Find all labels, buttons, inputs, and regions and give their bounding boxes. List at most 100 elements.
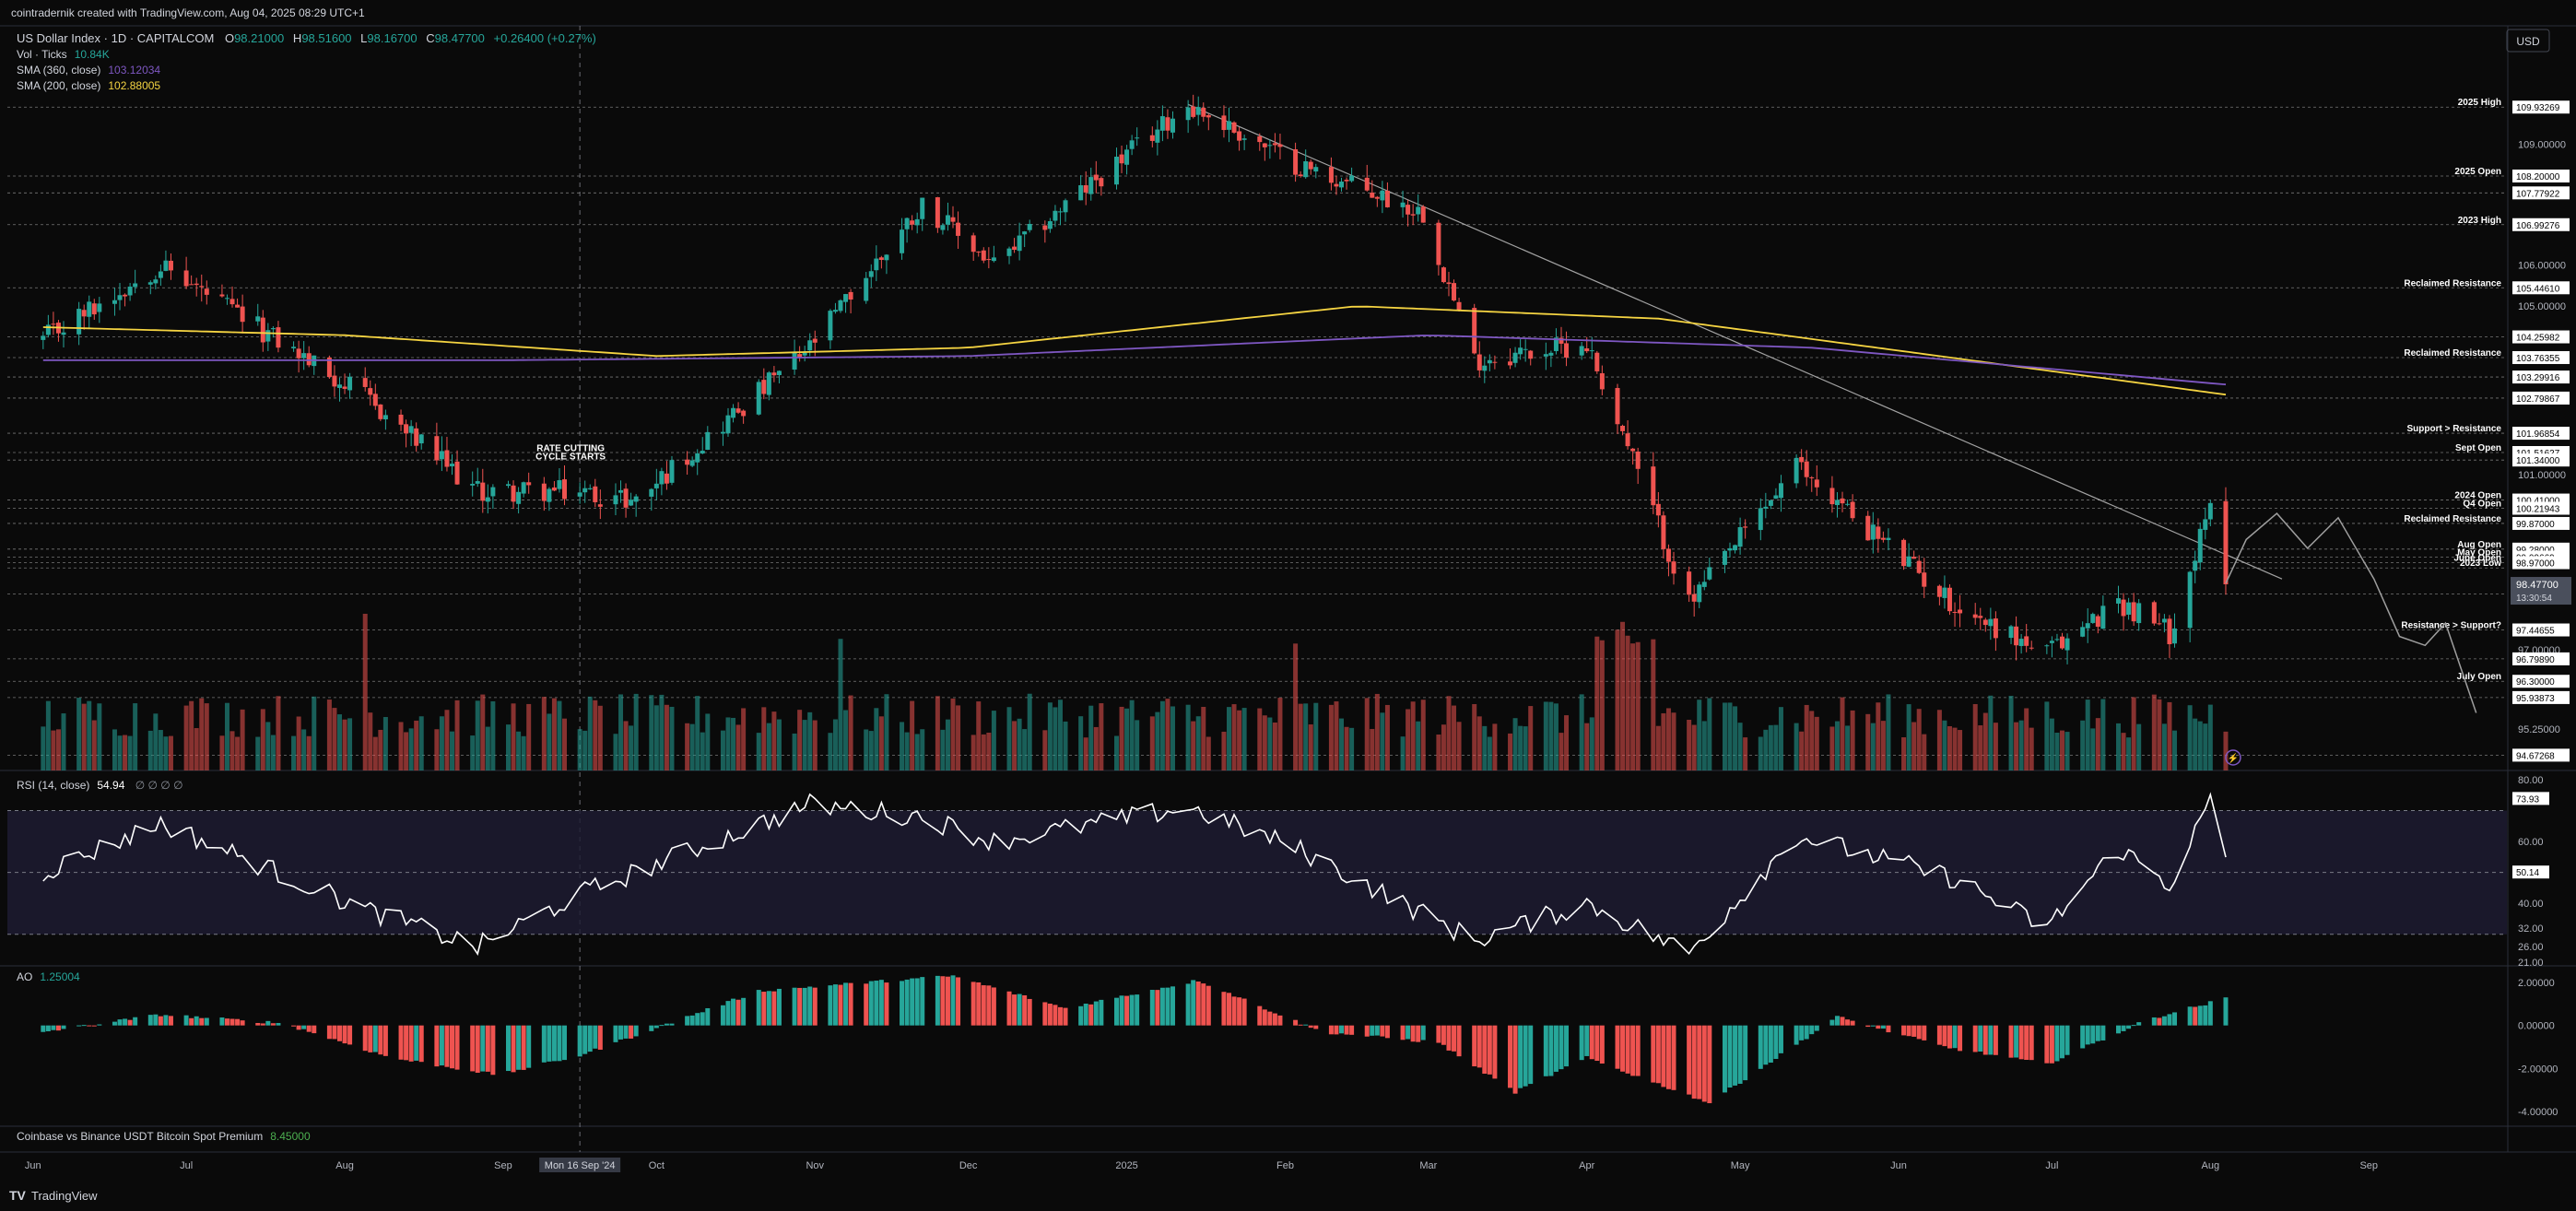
candle-body[interactable] [1758,508,1763,531]
candle-body[interactable] [593,486,598,502]
candle-body[interactable] [1528,350,1534,359]
candle-body[interactable] [956,222,961,236]
candle-body[interactable] [2008,626,2014,639]
candle-body[interactable] [51,323,56,325]
candle-body[interactable] [1615,388,1620,425]
candle-body[interactable] [398,414,404,425]
candle-body[interactable] [301,353,307,359]
candle-body[interactable] [771,372,777,376]
candle-body[interactable] [700,451,705,454]
candle-body[interactable] [1078,184,1084,201]
price-level-tag[interactable]: 94.67268 [2512,748,2570,762]
candle-body[interactable] [1155,129,1160,143]
candle-body[interactable] [1584,348,1590,352]
candle-body[interactable] [61,332,66,335]
candle-body[interactable] [2172,628,2178,644]
candle-body[interactable] [158,271,163,278]
candle-body[interactable] [1671,561,1676,574]
rsi-value-tag[interactable]: 50.14 [2512,865,2549,879]
candle-body[interactable] [792,352,797,370]
candle-body[interactable] [1165,117,1170,131]
candle-body[interactable] [1733,545,1738,551]
price-level-tag[interactable]: 105.44610 [2512,281,2570,295]
candle-body[interactable] [1487,359,1492,364]
candle-body[interactable] [2029,647,2034,649]
candle-body[interactable] [577,492,582,497]
candle-body[interactable] [976,251,982,253]
candle-body[interactable] [1257,135,1263,143]
candle-body[interactable] [1947,587,1952,612]
candle-body[interactable] [582,488,588,493]
candle-body[interactable] [1737,526,1743,547]
rsi-value-tag[interactable]: 73.93 [2512,792,2549,805]
candle-body[interactable] [1006,248,1012,256]
candle-body[interactable] [1972,614,1978,618]
candle-body[interactable] [1594,352,1600,371]
candle-body[interactable] [629,500,634,506]
candle-body[interactable] [1809,476,1815,478]
candle-body[interactable] [336,384,342,388]
candle-body[interactable] [1778,483,1783,499]
candle-body[interactable] [1982,619,1988,626]
candle-body[interactable] [935,197,940,229]
candle-body[interactable] [1349,175,1355,182]
candle-body[interactable] [659,471,665,485]
candle-body[interactable] [2116,598,2121,604]
price-axis[interactable]: 109.00000106.00000105.00000101.0000097.0… [2511,100,2571,1118]
candle-body[interactable] [633,496,639,502]
candle-body[interactable] [1655,503,1661,516]
candle-body[interactable] [551,487,557,491]
candle-body[interactable] [1850,501,1855,519]
candle-body[interactable] [1129,140,1135,149]
candle-body[interactable] [1512,352,1518,363]
candle-body[interactable] [1313,167,1319,172]
candle-body[interactable] [1508,361,1513,366]
candle-body[interactable] [526,482,532,486]
candle-body[interactable] [470,483,476,486]
candle-body[interactable] [1773,495,1779,500]
candle-body[interactable] [1436,222,1441,265]
candle-body[interactable] [219,294,225,297]
candle-body[interactable] [485,497,490,502]
candle-body[interactable] [183,270,189,287]
candle-body[interactable] [731,407,736,418]
candle-body[interactable] [1958,609,1963,614]
candle-body[interactable] [864,277,869,301]
candle-body[interactable] [1420,206,1426,223]
candle-body[interactable] [1845,503,1851,505]
candle-body[interactable] [480,482,486,501]
time-axis[interactable]: Jun Jul Aug Sep Oct Nov Dec 2025 Feb Mar Apr May Jun… [25,1158,2378,1172]
candle-body[interactable] [950,217,956,222]
candle-body[interactable] [270,328,276,330]
candle-body[interactable] [986,259,992,261]
candle-body[interactable] [163,260,169,271]
candle-body[interactable] [2193,560,2198,571]
candle-body[interactable] [1344,180,1349,182]
candle-body[interactable] [1482,365,1488,371]
candle-body[interactable] [1267,145,1273,147]
candle-body[interactable] [1083,185,1088,193]
price-level-tag[interactable]: 103.29916 [2512,370,2570,384]
candle-body[interactable] [1564,343,1570,358]
sma360-legend[interactable]: SMA (360, close) 103.12034 [17,64,160,76]
candle-body[interactable] [76,309,82,335]
price-level-tag[interactable]: 101.34000 [2512,453,2570,467]
candle-body[interactable] [1952,611,1958,613]
candle-body[interactable] [1124,149,1130,165]
candle-body[interactable] [91,303,97,315]
candle-body[interactable] [669,460,675,483]
candle-body[interactable] [112,300,117,304]
candle-body[interactable] [832,310,838,312]
candle-body[interactable] [618,489,624,493]
ao-legend[interactable]: AO 1.25004 [17,970,80,983]
candle-body[interactable] [147,282,153,285]
candle-body[interactable] [2064,638,2070,651]
price-level-tag[interactable]: 100.21943 [2512,501,2570,515]
candle-body[interactable] [117,295,123,300]
candle-body[interactable] [1027,223,1032,230]
candle-body[interactable] [547,488,552,502]
candle-body[interactable] [1722,550,1727,565]
candle-body[interactable] [2126,602,2132,615]
candle-body[interactable] [1804,461,1809,477]
